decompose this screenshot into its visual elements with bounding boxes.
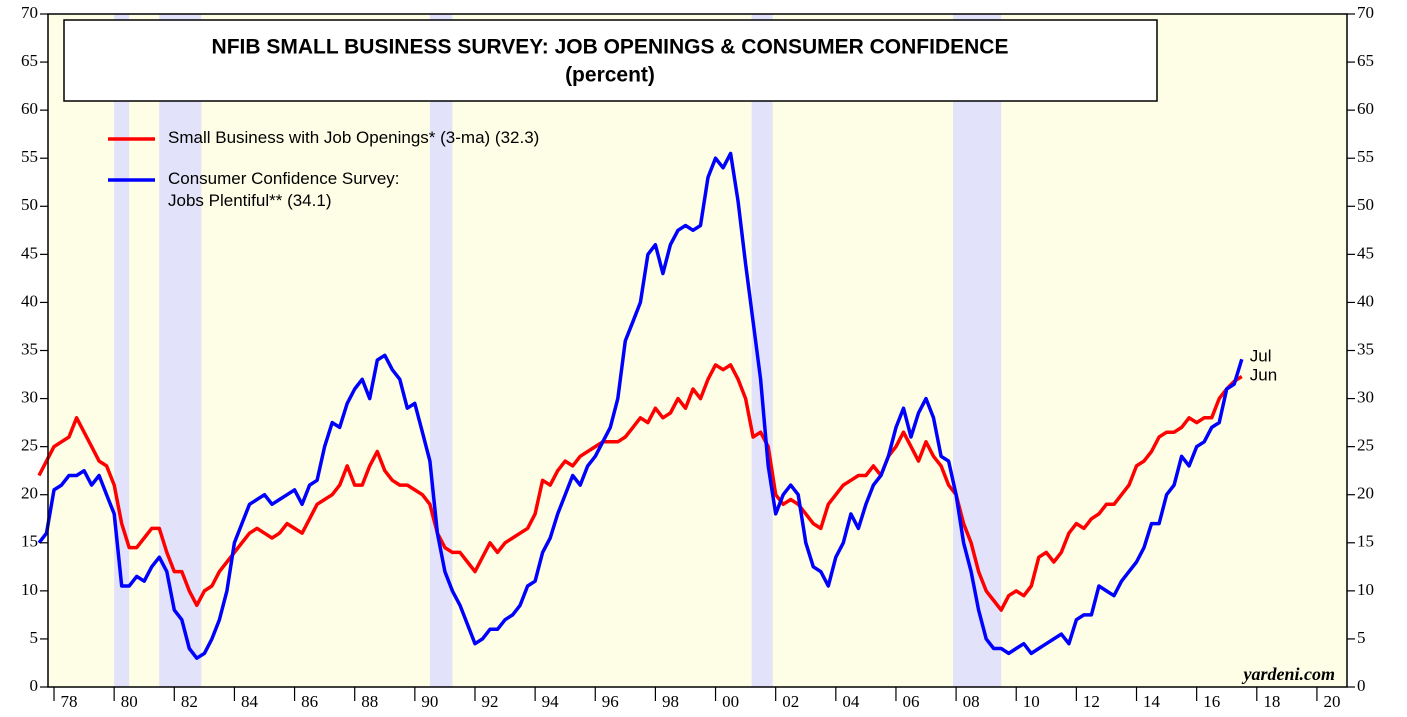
x-tick-label: 18 (1263, 692, 1280, 711)
y2-tick-label: 55 (1357, 147, 1374, 166)
x-tick-label: 96 (602, 692, 619, 711)
chart-title: NFIB SMALL BUSINESS SURVEY: JOB OPENINGS… (212, 36, 1009, 59)
x-tick-label: 16 (1203, 692, 1220, 711)
y-tick-label: 60 (21, 99, 38, 118)
y-tick-label: 25 (21, 436, 38, 455)
legend-label: Small Business with Job Openings* (3-ma)… (168, 128, 539, 147)
y2-tick-label: 15 (1357, 532, 1374, 551)
series-line (37, 151, 1244, 660)
recession-band (953, 14, 1002, 687)
x-tick-label: 82 (181, 692, 198, 711)
y2-tick-label: 60 (1357, 99, 1374, 118)
series-line (37, 363, 1243, 612)
y2-tick-label: 25 (1357, 436, 1374, 455)
y2-tick-label: 40 (1357, 291, 1374, 310)
x-tick-label: 10 (1023, 692, 1040, 711)
y-tick-label: 5 (30, 628, 39, 647)
y-tick-label: 30 (21, 387, 38, 406)
x-tick-label: 86 (301, 692, 318, 711)
y-tick-label: 45 (21, 243, 38, 262)
chart-subtitle: (percent) (565, 64, 655, 87)
x-tick-label: 04 (842, 692, 860, 711)
recession-band (751, 14, 773, 687)
x-tick-label: 80 (121, 692, 138, 711)
x-tick-label: 78 (61, 692, 78, 711)
recession-band (159, 14, 202, 687)
y2-tick-label: 35 (1357, 339, 1374, 358)
x-tick-label: 08 (963, 692, 980, 711)
x-tick-label: 98 (662, 692, 679, 711)
x-tick-label: 94 (542, 692, 560, 711)
x-tick-label: 20 (1323, 692, 1340, 711)
y2-tick-label: 10 (1357, 580, 1374, 599)
y-tick-label: 55 (21, 147, 38, 166)
y-tick-label: 20 (21, 484, 38, 503)
annotation: Jun (1250, 366, 1277, 385)
annotation: Jul (1250, 347, 1272, 366)
x-tick-label: 84 (241, 692, 259, 711)
y2-tick-label: 50 (1357, 195, 1374, 214)
x-tick-label: 06 (902, 692, 919, 711)
y2-tick-label: 65 (1357, 51, 1374, 70)
x-tick-label: 02 (782, 692, 799, 711)
y-tick-label: 10 (21, 580, 38, 599)
x-tick-label: 90 (421, 692, 438, 711)
y-tick-label: 65 (21, 51, 38, 70)
x-tick-label: 88 (361, 692, 378, 711)
y2-tick-label: 5 (1357, 628, 1366, 647)
plot-background (48, 14, 1347, 687)
y-tick-label: 70 (21, 3, 38, 22)
x-tick-label: 12 (1083, 692, 1100, 711)
y-tick-label: 40 (21, 291, 38, 310)
x-tick-label: 00 (722, 692, 739, 711)
legend-label: Consumer Confidence Survey: Jobs Plentifu… (168, 169, 400, 210)
y-tick-label: 35 (21, 339, 38, 358)
y-tick-label: 50 (21, 195, 38, 214)
y2-tick-label: 45 (1357, 243, 1374, 262)
y2-tick-label: 70 (1357, 3, 1374, 22)
source: yardeni.com (1242, 664, 1336, 684)
y-tick-label: 0 (30, 676, 39, 695)
y2-tick-label: 0 (1357, 676, 1366, 695)
y2-tick-label: 20 (1357, 484, 1374, 503)
title-box (63, 19, 1158, 102)
recession-band (114, 14, 130, 687)
x-tick-label: 14 (1143, 692, 1161, 711)
x-tick-label: 92 (482, 692, 499, 711)
y-tick-label: 15 (21, 532, 38, 551)
y2-tick-label: 30 (1357, 387, 1374, 406)
